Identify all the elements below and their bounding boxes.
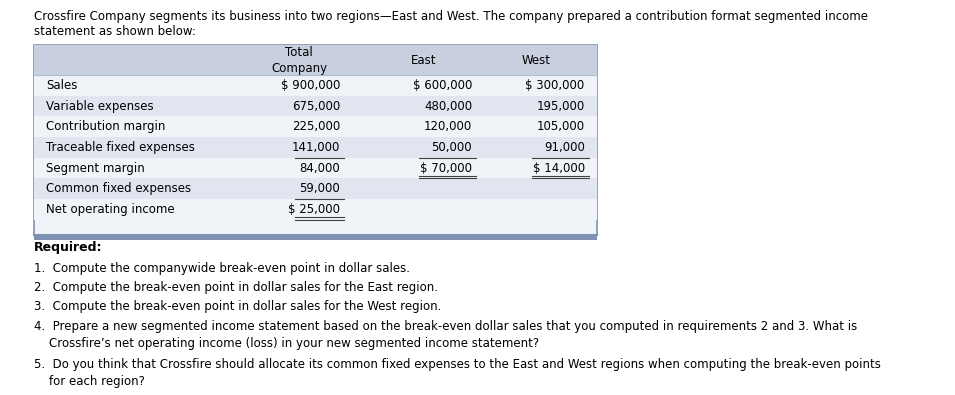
Text: 141,000: 141,000 <box>291 141 340 154</box>
Text: $ 14,000: $ 14,000 <box>533 162 584 175</box>
FancyBboxPatch shape <box>34 199 597 220</box>
Text: Required:: Required: <box>34 241 102 254</box>
Text: 59,000: 59,000 <box>299 182 340 195</box>
FancyBboxPatch shape <box>34 179 597 199</box>
Text: Segment margin: Segment margin <box>46 162 145 175</box>
Text: 91,000: 91,000 <box>543 141 584 154</box>
Text: 105,000: 105,000 <box>537 120 584 133</box>
Text: West: West <box>521 54 550 67</box>
Text: 4.  Prepare a new segmented income statement based on the break-even dollar sale: 4. Prepare a new segmented income statem… <box>34 320 858 350</box>
FancyBboxPatch shape <box>34 235 597 240</box>
Text: Net operating income: Net operating income <box>46 203 175 216</box>
Text: $ 25,000: $ 25,000 <box>288 203 340 216</box>
Text: 195,000: 195,000 <box>537 100 584 113</box>
Text: Total
Company: Total Company <box>271 46 328 75</box>
Text: 480,000: 480,000 <box>424 100 472 113</box>
Text: Traceable fixed expenses: Traceable fixed expenses <box>46 141 195 154</box>
FancyBboxPatch shape <box>34 96 597 117</box>
Text: 1.  Compute the companywide break-even point in dollar sales.: 1. Compute the companywide break-even po… <box>34 262 410 275</box>
FancyBboxPatch shape <box>34 45 597 75</box>
Text: 50,000: 50,000 <box>432 141 472 154</box>
FancyBboxPatch shape <box>34 75 597 96</box>
Text: 675,000: 675,000 <box>291 100 340 113</box>
Text: $ 300,000: $ 300,000 <box>525 79 584 92</box>
FancyBboxPatch shape <box>34 137 597 158</box>
Text: 5.  Do you think that Crossfire should allocate its common fixed expenses to the: 5. Do you think that Crossfire should al… <box>34 358 881 388</box>
Text: Crossfire Company segments its business into two regions—East and West. The comp: Crossfire Company segments its business … <box>34 10 868 38</box>
Text: 3.  Compute the break-even point in dollar sales for the West region.: 3. Compute the break-even point in dolla… <box>34 300 441 313</box>
Text: $ 900,000: $ 900,000 <box>281 79 340 92</box>
Text: $ 600,000: $ 600,000 <box>413 79 472 92</box>
Text: East: East <box>411 54 435 67</box>
Text: Common fixed expenses: Common fixed expenses <box>46 182 191 195</box>
Text: 225,000: 225,000 <box>291 120 340 133</box>
FancyBboxPatch shape <box>34 158 597 179</box>
Text: $ 70,000: $ 70,000 <box>420 162 472 175</box>
Text: 84,000: 84,000 <box>299 162 340 175</box>
FancyBboxPatch shape <box>34 45 597 235</box>
Text: 120,000: 120,000 <box>424 120 472 133</box>
Text: Contribution margin: Contribution margin <box>46 120 165 133</box>
Text: Variable expenses: Variable expenses <box>46 100 154 113</box>
FancyBboxPatch shape <box>34 117 597 137</box>
Text: 2.  Compute the break-even point in dollar sales for the East region.: 2. Compute the break-even point in dolla… <box>34 281 438 294</box>
Text: Sales: Sales <box>46 79 77 92</box>
